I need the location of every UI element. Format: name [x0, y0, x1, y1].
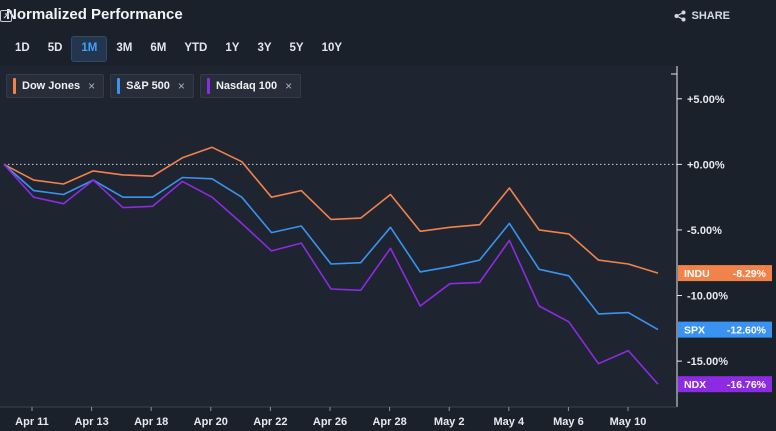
end-label-badge: [678, 376, 772, 393]
end-label-ticker: INDU: [684, 268, 710, 280]
end-label-value: -8.29%: [733, 268, 767, 280]
range-3m[interactable]: 3M: [116, 42, 133, 54]
share-button[interactable]: SHARE: [674, 10, 730, 22]
legend-label: Nasdaq 100: [215, 80, 278, 92]
x-tick-label: May 2: [434, 416, 465, 428]
expand-icon[interactable]: [0, 10, 12, 22]
x-tick-label: May 6: [553, 416, 584, 428]
legend-swatch: [206, 78, 210, 94]
x-tick-label: May 10: [610, 416, 647, 428]
x-tick-label: Apr 13: [74, 416, 108, 428]
end-label-badge: [678, 265, 772, 282]
x-tick-label: Apr 22: [253, 416, 287, 428]
legend-chip-nasdaq-100[interactable]: Nasdaq 100 ×: [199, 74, 302, 98]
plot-area: [0, 66, 677, 407]
end-label-value: -16.76%: [727, 379, 767, 391]
x-tick-label: Apr 26: [313, 416, 347, 428]
series-line-ndx: [3, 163, 659, 385]
range-10y[interactable]: 10Y: [321, 42, 343, 54]
range-5y[interactable]: 5Y: [289, 42, 304, 54]
end-label-value: -12.60%: [727, 325, 767, 337]
share-label: SHARE: [691, 10, 730, 22]
chart-header: Normalized Performance SHARE: [0, 0, 776, 32]
range-5d[interactable]: 5D: [47, 42, 63, 54]
end-label-ticker: NDX: [684, 379, 706, 391]
y-tick-label: +5.00%: [687, 94, 725, 106]
y-tick-label: -5.00%: [687, 225, 722, 237]
legend-label: Dow Jones: [22, 80, 81, 92]
x-tick-label: Apr 18: [134, 416, 168, 428]
close-icon[interactable]: ×: [88, 79, 96, 93]
x-tick-label: Apr 11: [15, 416, 49, 428]
legend-chip-sp-500[interactable]: S&P 500 ×: [110, 74, 194, 98]
legend-swatch: [13, 78, 16, 94]
range-6m[interactable]: 6M: [150, 42, 167, 54]
x-tick-label: Apr 20: [194, 416, 228, 428]
end-label-ticker: SPX: [684, 325, 705, 337]
series-line-spx: [3, 163, 659, 331]
range-1y[interactable]: 1Y: [225, 42, 240, 54]
close-icon[interactable]: ×: [177, 79, 185, 93]
legend-swatch: [117, 78, 121, 94]
end-label-badge: [678, 321, 772, 338]
legend-label: S&P 500: [126, 80, 170, 92]
range-1m[interactable]: 1M: [71, 36, 108, 62]
range-3y[interactable]: 3Y: [257, 42, 272, 54]
series-line-indu: [3, 146, 659, 274]
share-icon: [674, 10, 686, 22]
y-tick-label: +0.00%: [687, 159, 725, 171]
x-tick-label: May 4: [494, 416, 525, 428]
y-tick-label: -15.00%: [687, 356, 728, 368]
range-selector: 1D 5D 1M 3M 6M YTD 1Y 3Y 5Y 10Y: [6, 36, 351, 62]
range-1d[interactable]: 1D: [15, 42, 30, 54]
close-icon[interactable]: ×: [285, 79, 293, 93]
range-ytd[interactable]: YTD: [184, 42, 208, 54]
page-title: Normalized Performance: [6, 6, 183, 23]
legend-chip-dow-jones[interactable]: Dow Jones ×: [6, 74, 105, 98]
x-tick-label: Apr 28: [372, 416, 406, 428]
y-tick-label: -10.00%: [687, 291, 728, 303]
legend: Dow Jones × S&P 500 × Nasdaq 100 ×: [6, 74, 302, 98]
